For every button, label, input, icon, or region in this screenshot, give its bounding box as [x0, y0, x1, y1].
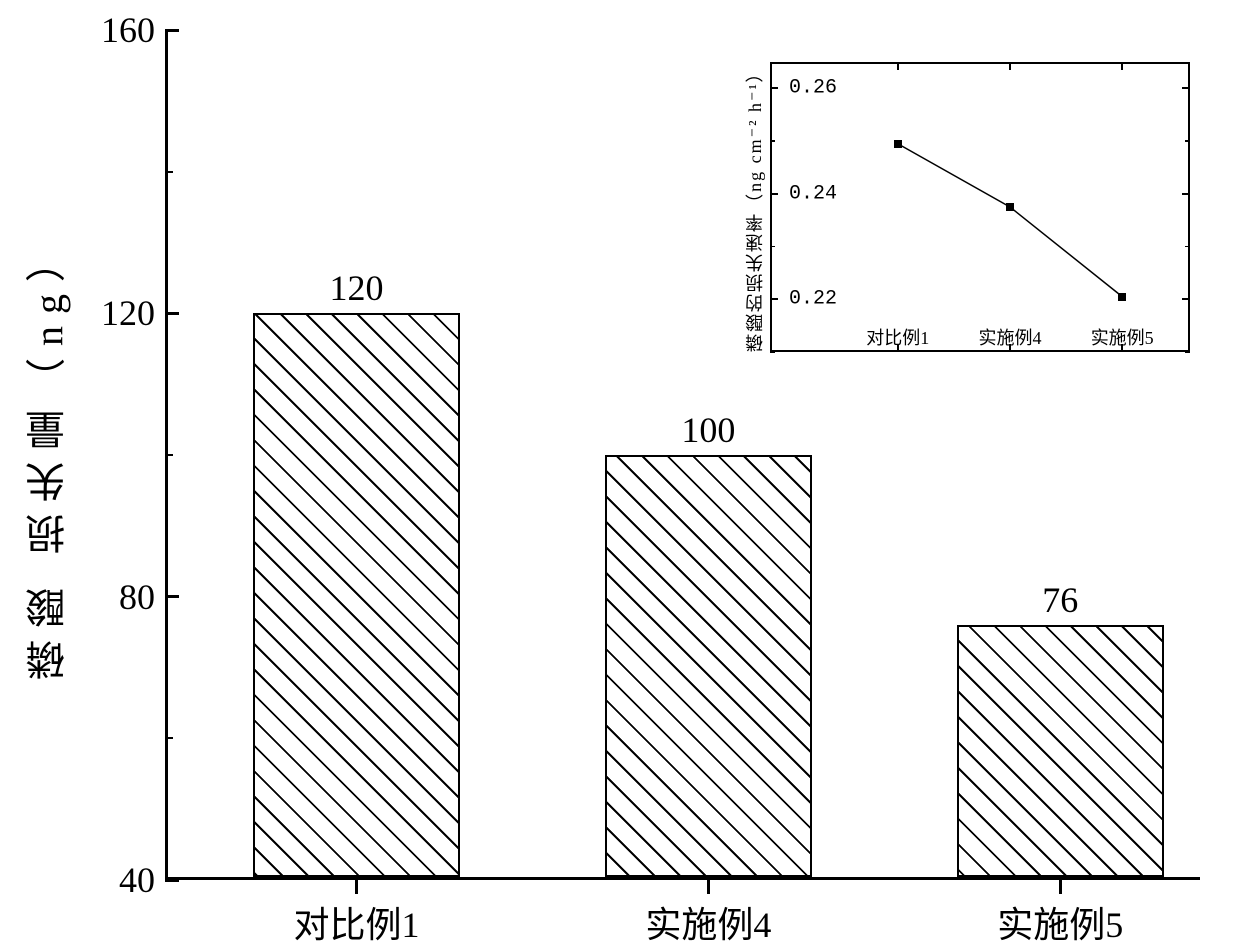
inset-y-tick-label: 0.24 — [782, 182, 837, 205]
bar-value-label: 120 — [329, 267, 383, 309]
y-tick — [165, 595, 179, 598]
bar — [253, 313, 460, 877]
x-tick — [355, 880, 358, 894]
inset-data-marker — [894, 140, 902, 148]
bar-hatch — [253, 313, 460, 877]
y-minor-tick — [165, 171, 173, 173]
y-tick — [165, 29, 179, 32]
y-tick — [165, 879, 179, 882]
inset-y-minor-tick — [770, 246, 775, 248]
y-minor-tick — [165, 454, 173, 456]
inset-data-marker — [1006, 203, 1014, 211]
inset-y-minor-tick — [770, 140, 775, 142]
x-tick — [707, 880, 710, 894]
figure-root: 磷酸 损失量（ng） 磷酸的损失速率（ng cm⁻² h⁻¹） 40 80 120 1… — [0, 0, 1239, 952]
x-tick-label: 对比例1 — [293, 896, 419, 948]
inset-x-tick-top — [1009, 62, 1011, 70]
inset-y-axis-title: 磷酸的损失速率（ng cm⁻² h⁻¹） — [742, 62, 768, 352]
y-tick — [165, 312, 179, 315]
inset-x-tick-label: 实施例4 — [979, 324, 1042, 350]
inset-y-tick-label: 0.22 — [782, 288, 837, 311]
y-tick-label: 80 — [85, 576, 155, 618]
inset-x-tick-top — [1121, 62, 1123, 70]
bar — [605, 455, 812, 877]
inset-y-tick — [770, 87, 778, 89]
x-tick — [1059, 880, 1062, 894]
bar-hatch — [605, 455, 812, 877]
inset-x-tick-top — [897, 62, 899, 70]
inset-y-minor-tick-right — [1185, 246, 1190, 248]
inset-y-tick-right — [1182, 298, 1190, 300]
inset-data-marker — [1118, 293, 1126, 301]
y-axis-title: 磷酸 损失量（ng） — [20, 230, 78, 680]
inset-y-tick — [770, 193, 778, 195]
bar-value-label: 76 — [1042, 579, 1078, 621]
inset-y-minor-tick — [770, 351, 775, 353]
y-tick-label: 120 — [85, 292, 155, 334]
x-axis-line — [168, 877, 1200, 880]
inset-y-minor-tick-right — [1185, 140, 1190, 142]
bar — [957, 625, 1164, 877]
inset-x-tick-label: 对比例1 — [866, 324, 929, 350]
x-tick-label: 实施例4 — [645, 896, 771, 948]
bar-hatch — [957, 625, 1164, 877]
inset-y-tick — [770, 298, 778, 300]
inset-y-tick-right — [1182, 87, 1190, 89]
inset-y-tick-right — [1182, 193, 1190, 195]
y-minor-tick — [165, 737, 173, 739]
bar-value-label: 100 — [681, 409, 735, 451]
inset-y-tick-label: 0.26 — [782, 77, 837, 100]
y-tick-label: 160 — [85, 9, 155, 51]
x-tick-label: 实施例5 — [997, 896, 1123, 948]
y-tick-label: 40 — [85, 859, 155, 901]
inset-y-minor-tick-right — [1185, 351, 1190, 353]
inset-x-tick-label: 实施例5 — [1091, 324, 1154, 350]
